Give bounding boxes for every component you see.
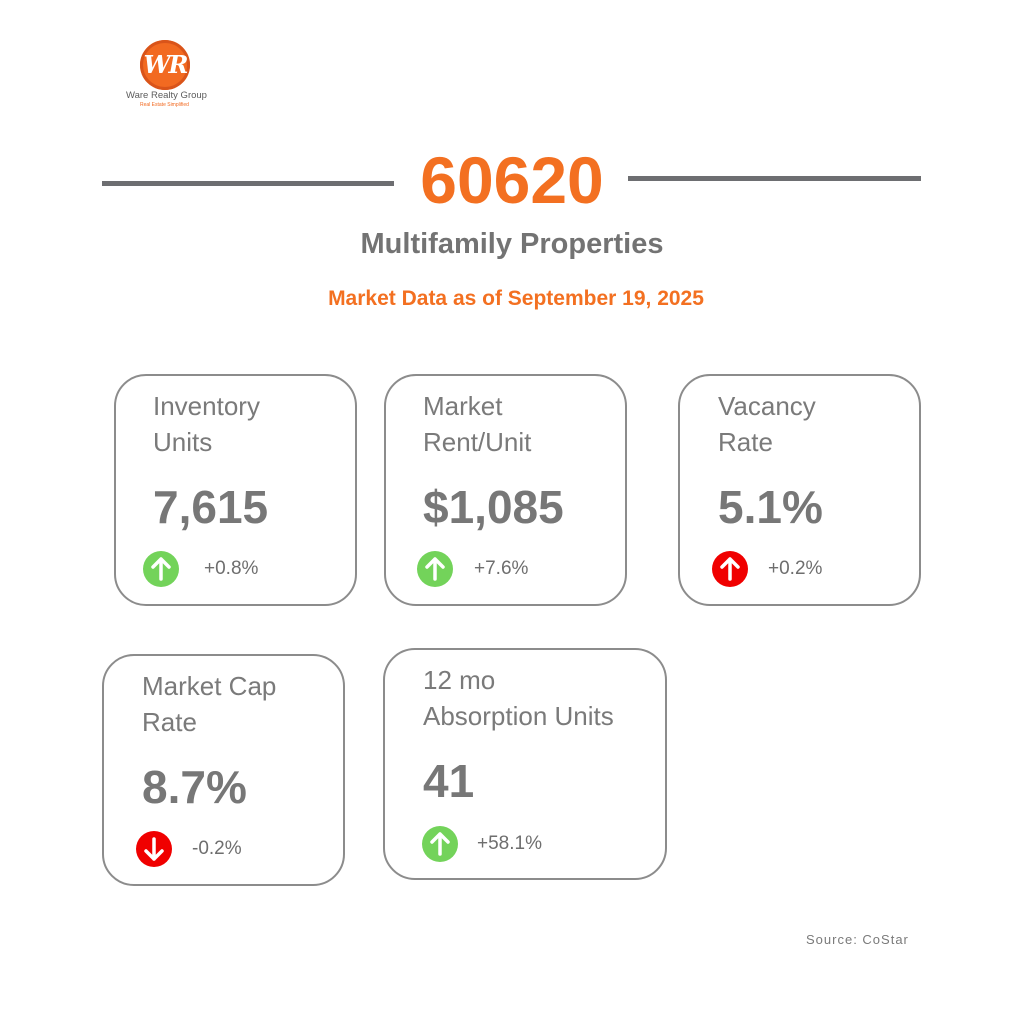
card-label: Market Cap Rate (142, 671, 277, 737)
market-date: Market Data as of September 19, 2025 (328, 287, 704, 310)
card-vacancy-rate: Vacancy Rate 5.1% +0.2% (678, 374, 921, 606)
arrow-up-icon (143, 551, 179, 587)
card-label: Vacancy Rate (718, 391, 816, 457)
card-change: +0.2% (768, 558, 823, 579)
card-change: +58.1% (477, 833, 542, 854)
brand-name: Ware Realty Group (126, 90, 207, 101)
card-change: -0.2% (192, 838, 242, 859)
card-value: $1,085 (423, 481, 564, 533)
card-market-cap-rate: Market Cap Rate 8.7% -0.2% (102, 654, 345, 886)
card-value: 5.1% (718, 481, 823, 533)
arrow-up-icon (417, 551, 453, 587)
card-label: 12 mo Absorption Units (423, 665, 614, 731)
card-label: Inventory Units (153, 391, 260, 457)
card-label: Market Rent/Unit (423, 391, 532, 457)
source-note: Source: CoStar (806, 932, 909, 947)
brand-logo: WR Ware Realty Group Real Estate Simplif… (118, 40, 218, 110)
divider-right (628, 176, 921, 181)
card-change: +0.8% (204, 558, 259, 579)
card-change: +7.6% (474, 558, 529, 579)
card-market-rent: Market Rent/Unit $1,085 +7.6% (384, 374, 627, 606)
logo-mark: WR (143, 50, 189, 79)
arrow-up-icon (712, 551, 748, 587)
card-value: 8.7% (142, 761, 247, 813)
page-subtitle: Multifamily Properties (360, 228, 664, 260)
card-value: 41 (423, 755, 475, 807)
logo-circle: WR (140, 40, 190, 90)
card-absorption-units: 12 mo Absorption Units 41 +58.1% (383, 648, 667, 880)
card-inventory-units: Inventory Units 7,615 +0.8% (114, 374, 357, 606)
card-value: 7,615 (153, 481, 269, 533)
arrow-up-icon (422, 826, 458, 862)
divider-left (102, 181, 394, 186)
brand-tagline: Real Estate Simplified (140, 102, 189, 108)
arrow-down-icon (136, 831, 172, 867)
zip-code-title: 60620 (420, 143, 604, 217)
